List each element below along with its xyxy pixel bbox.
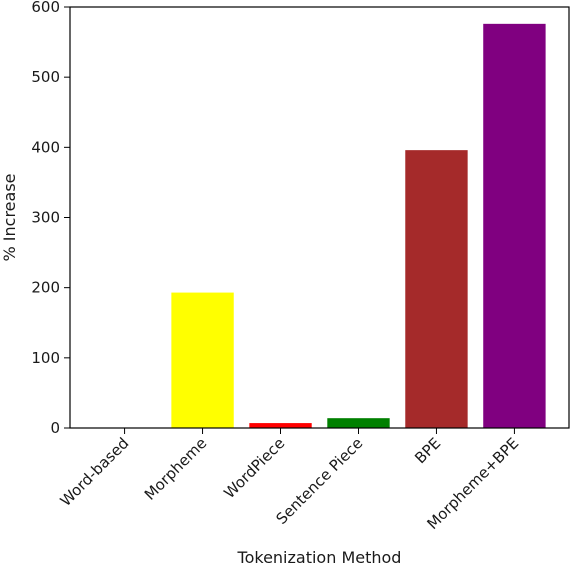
bar-bpe [405,150,468,428]
y-tick-label: 400 [31,138,60,156]
y-tick-label: 300 [31,209,60,227]
y-tick-label: 0 [50,419,60,437]
y-tick-label: 100 [31,349,60,367]
y-tick-label: 200 [31,279,60,297]
x-axis-title: Tokenization Method [237,548,402,567]
bar-sentence-piece [327,418,390,428]
bars-group [171,23,546,429]
bar-morpheme [171,292,234,428]
y-tick-label: 600 [31,0,60,16]
x-tick-label: Word-based [57,434,133,510]
y-axis: 0 100 200 300 400 500 600 [31,0,70,437]
y-tick-label: 500 [31,68,60,86]
y-axis-title: % Increase [0,174,19,262]
x-tick-label: BPE [411,434,444,467]
bar-wordpiece [249,423,312,428]
x-tick-label: WordPiece [220,434,288,502]
x-tick-label: Morpheme [141,434,211,504]
bar-morpheme-bpe [483,23,546,429]
